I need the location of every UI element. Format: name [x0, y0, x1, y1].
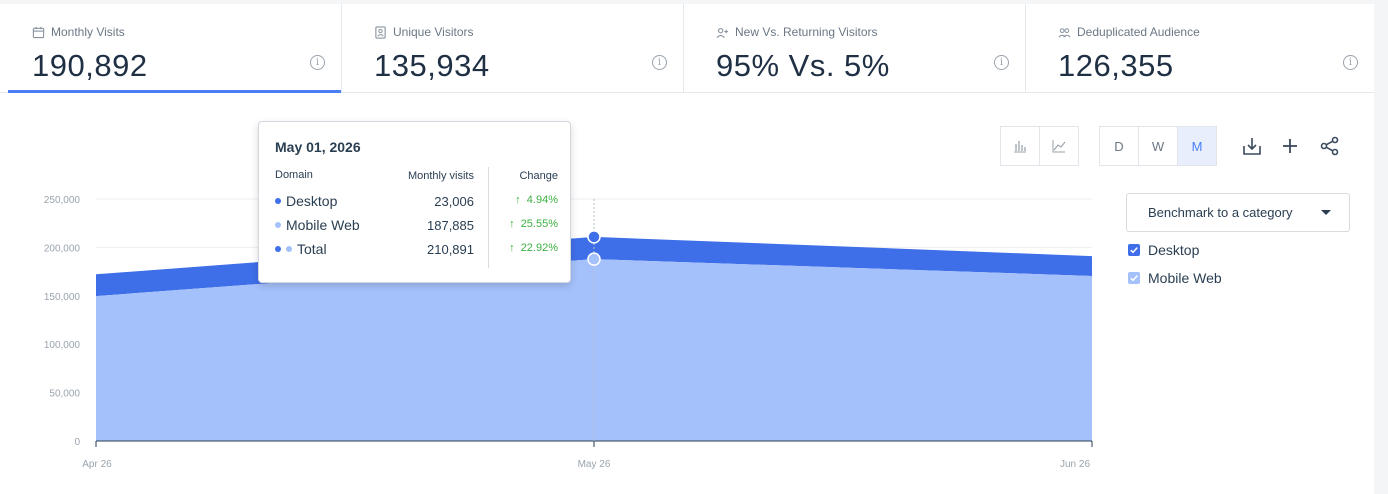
- series-area-desktop: [96, 236, 1092, 297]
- tooltip-header-visits: Monthly visits: [407, 170, 474, 182]
- tooltip-row-change: 4.94%: [526, 194, 558, 206]
- y-tick-label: 100,000: [44, 340, 81, 351]
- info-icon[interactable]: i: [994, 55, 1009, 70]
- metric-label: Unique Visitors: [393, 25, 474, 39]
- tooltip-header-change: Change: [519, 170, 558, 182]
- benchmark-label: Benchmark to a category: [1148, 205, 1293, 220]
- line-chart-button[interactable]: [1040, 127, 1079, 165]
- metric-tab-new-vs-returning[interactable]: New Vs. Returning Visitors 95% Vs. 5% i: [684, 4, 1026, 92]
- metric-label: Deduplicated Audience: [1077, 25, 1200, 39]
- granularity-daily-button[interactable]: D: [1100, 127, 1139, 165]
- metric-tabs: Monthly Visits 190,892 i Unique Visitors…: [0, 4, 1374, 93]
- checkbox-checked-icon[interactable]: [1128, 272, 1140, 284]
- desktop-dot-icon: [275, 198, 281, 204]
- area-chart: 0 50,000 100,000 150,000 200,000 250,000 Apr 2…: [44, 195, 1093, 470]
- x-tick-label: Jun 26: [1060, 459, 1090, 470]
- metric-tab-deduplicated-audience[interactable]: Deduplicated Audience 126,355 i: [1026, 4, 1374, 92]
- mobile-dot-icon: [275, 222, 281, 228]
- data-point-desktop: [587, 230, 601, 244]
- info-icon[interactable]: i: [310, 55, 325, 70]
- legend-label: Desktop: [1148, 242, 1200, 258]
- chart-panel: 0 50,000 100,000 150,000 200,000 250,000 Apr 2…: [0, 93, 1374, 494]
- tooltip-row-change: 25.55%: [520, 218, 558, 230]
- granularity-weekly-button[interactable]: W: [1139, 127, 1178, 165]
- tooltip-header-domain: Domain: [275, 169, 313, 181]
- tooltip-divider: [488, 167, 489, 268]
- tooltip-header-row: Domain Monthly visits Change: [275, 168, 558, 192]
- share-icon: [1320, 136, 1339, 156]
- tooltip-date: May 01, 2026: [275, 139, 361, 155]
- arrow-up-icon: ↑: [509, 242, 515, 254]
- tooltip-row-name: Total: [297, 241, 327, 257]
- tooltip-row-name: Mobile Web: [286, 217, 360, 233]
- caret-down-icon: [1321, 210, 1331, 215]
- tooltip-row-total: Total 210,891 ↑ 22.92%: [275, 240, 558, 264]
- share-button[interactable]: [1318, 134, 1342, 158]
- download-icon: [1243, 138, 1261, 155]
- line-chart-icon: [1052, 140, 1066, 153]
- x-tick-label: Apr 26: [82, 459, 112, 470]
- y-tick-label: 250,000: [44, 195, 81, 206]
- legend-item-desktop[interactable]: Desktop: [1128, 242, 1199, 258]
- desktop-dot-icon: [275, 246, 281, 252]
- metric-label: Monthly Visits: [51, 25, 125, 39]
- chart-tooltip: May 01, 2026 Domain Monthly visits Chang…: [258, 121, 571, 283]
- tooltip-row-name: Desktop: [286, 193, 338, 209]
- tooltip-row-desktop: Desktop 23,006 ↑ 4.94%: [275, 192, 558, 216]
- granularity-monthly-button[interactable]: M: [1178, 127, 1216, 165]
- arrow-up-icon: ↑: [515, 194, 521, 206]
- calendar-icon: [32, 26, 45, 38]
- granularity-toggle: D W M: [1099, 126, 1217, 166]
- bar-chart-icon: [1013, 141, 1026, 153]
- people-icon: [1058, 27, 1071, 37]
- download-button[interactable]: [1240, 134, 1264, 158]
- y-tick-label: 0: [74, 437, 80, 448]
- info-icon[interactable]: i: [652, 55, 667, 70]
- tooltip-row-mobile: Mobile Web 187,885 ↑ 25.55%: [275, 216, 558, 240]
- metric-label: New Vs. Returning Visitors: [735, 25, 878, 39]
- mobile-dot-icon: [286, 246, 292, 252]
- tooltip-row-visits: 187,885: [427, 218, 474, 233]
- metric-value: 135,934: [374, 48, 490, 83]
- plus-icon: [1283, 139, 1297, 153]
- x-tick-label: May 26: [578, 459, 611, 470]
- benchmark-dropdown[interactable]: Benchmark to a category: [1126, 193, 1350, 232]
- metric-tab-unique-visitors[interactable]: Unique Visitors 135,934 i: [342, 4, 684, 92]
- legend-item-mobile-web[interactable]: Mobile Web: [1128, 270, 1222, 286]
- bar-chart-button[interactable]: [1001, 127, 1040, 165]
- y-tick-label: 200,000: [44, 243, 81, 254]
- person-plus-icon: [716, 27, 729, 38]
- info-icon[interactable]: i: [1343, 55, 1358, 70]
- add-button[interactable]: [1278, 134, 1302, 158]
- checkbox-checked-icon[interactable]: [1128, 244, 1140, 256]
- series-area-mobile-web: [96, 259, 1092, 441]
- metric-tab-monthly-visits[interactable]: Monthly Visits 190,892 i: [0, 4, 342, 93]
- tooltip-row-visits: 210,891: [427, 242, 474, 257]
- tooltip-row-visits: 23,006: [434, 194, 474, 209]
- arrow-up-icon: ↑: [509, 218, 515, 230]
- data-point-mobile-web: [587, 252, 601, 266]
- person-badge-icon: [375, 25, 386, 39]
- y-tick-label: 150,000: [44, 292, 81, 303]
- legend-label: Mobile Web: [1148, 270, 1222, 286]
- metric-value: 126,355: [1058, 48, 1174, 83]
- metric-value: 190,892: [32, 48, 148, 83]
- metric-value: 95% Vs. 5%: [716, 48, 890, 83]
- tooltip-row-change: 22.92%: [520, 242, 558, 254]
- y-tick-label: 50,000: [49, 389, 80, 400]
- chart-type-toggle: [1000, 126, 1079, 166]
